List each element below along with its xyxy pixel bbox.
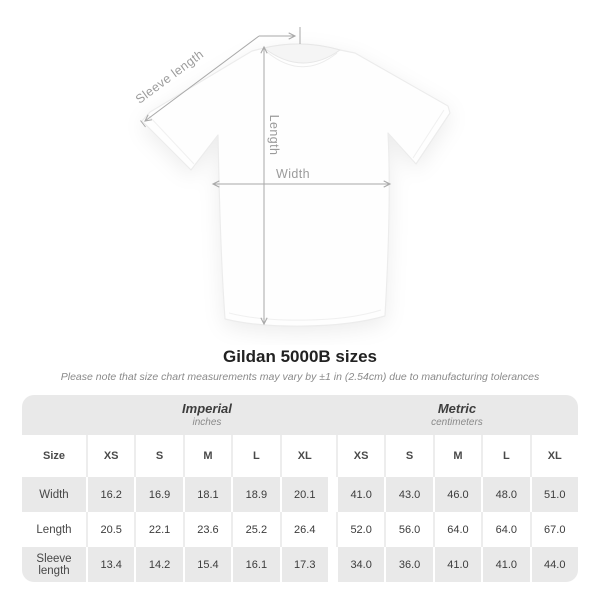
column-gap	[327, 435, 336, 477]
title-block: Gildan 5000B sizes Please note that size…	[0, 347, 600, 383]
right-cuff-seam	[412, 109, 445, 159]
row-label-length: Length	[22, 512, 86, 547]
row-label-width: Width	[22, 477, 86, 512]
imperial-label: Imperial	[182, 400, 232, 416]
width-imperial-s: 16.9	[134, 477, 183, 512]
length-metric-m: 64.0	[432, 512, 482, 547]
unit-group-header-row: Imperial inches Metric centimeters	[22, 395, 578, 435]
sleeve-imperial-xl: 17.3	[279, 547, 328, 582]
size-header-metric-s: S	[384, 435, 433, 477]
group-header-corner	[22, 395, 86, 435]
length-imperial-xs: 20.5	[86, 512, 135, 547]
sleeve-length-row: Sleeve length 13.4 14.2 15.4 16.1 17.3 3…	[22, 547, 578, 582]
sleeve-metric-xs: 34.0	[335, 547, 385, 582]
column-gap	[327, 512, 336, 547]
left-cuff-seam	[148, 115, 195, 165]
sleeve-length-arrow	[144, 35, 260, 122]
size-header-metric-m: M	[432, 435, 482, 477]
collar-ribbing-seam	[266, 51, 338, 68]
length-imperial-l: 25.2	[231, 512, 280, 547]
width-metric-m: 46.0	[432, 477, 482, 512]
length-imperial-s: 22.1	[134, 512, 183, 547]
sleeve-imperial-xs: 13.4	[86, 547, 135, 582]
metric-unit-label: centimeters	[431, 417, 483, 429]
sleeve-metric-xl: 44.0	[529, 547, 578, 582]
group-gap	[327, 395, 336, 435]
length-metric-s: 56.0	[384, 512, 433, 547]
size-column-header: Size	[22, 435, 86, 477]
page-subtitle: Please note that size chart measurements…	[60, 371, 540, 383]
sleeve-imperial-s: 14.2	[134, 547, 183, 582]
width-row: Width 16.2 16.9 18.1 18.9 20.1 41.0 43.0…	[22, 477, 578, 512]
sleeve-length-end-tick	[140, 120, 146, 128]
sleeve-imperial-l: 16.1	[231, 547, 280, 582]
tshirt-diagram-svg: Sleeve length Length Width	[133, 27, 451, 327]
size-header-row: Size XS S M L XL XS S M L XL	[22, 435, 578, 477]
width-metric-xl: 51.0	[529, 477, 578, 512]
page-title: Gildan 5000B sizes	[222, 347, 378, 366]
size-header-imperial-xl: XL	[279, 435, 328, 477]
size-header-imperial-m: M	[182, 435, 232, 477]
width-imperial-l: 18.9	[231, 477, 280, 512]
size-header-imperial-s: S	[134, 435, 183, 477]
tshirt-measurement-diagram: Sleeve length Length Width	[133, 27, 451, 327]
metric-label: Metric	[437, 400, 477, 416]
width-metric-s: 43.0	[384, 477, 433, 512]
length-row: Length 20.5 22.1 23.6 25.2 26.4 52.0 56.…	[22, 512, 578, 547]
metric-group-header: Metric centimeters	[335, 395, 578, 435]
column-gap	[327, 547, 336, 582]
imperial-unit-label: inches	[192, 417, 222, 429]
size-header-metric-xs: XS	[335, 435, 385, 477]
sleeve-metric-l: 41.0	[481, 547, 530, 582]
size-header-imperial-xs: XS	[86, 435, 135, 477]
length-metric-l: 64.0	[481, 512, 530, 547]
sleeve-metric-m: 41.0	[432, 547, 482, 582]
size-header-metric-xl: XL	[529, 435, 578, 477]
width-imperial-xs: 16.2	[86, 477, 135, 512]
width-imperial-m: 18.1	[182, 477, 232, 512]
size-header-metric-l: L	[481, 435, 530, 477]
length-label: Length	[267, 115, 281, 156]
length-metric-xl: 67.0	[529, 512, 578, 547]
length-metric-xs: 52.0	[335, 512, 385, 547]
width-metric-l: 48.0	[481, 477, 530, 512]
column-gap	[327, 477, 336, 512]
size-header-imperial-l: L	[231, 435, 280, 477]
hem-seam	[228, 309, 382, 321]
width-imperial-xl: 20.1	[279, 477, 328, 512]
length-imperial-xl: 26.4	[279, 512, 328, 547]
sleeve-metric-s: 36.0	[384, 547, 433, 582]
length-imperial-m: 23.6	[182, 512, 232, 547]
width-label: Width	[276, 167, 310, 181]
imperial-group-header: Imperial inches	[86, 395, 328, 435]
sleeve-imperial-m: 15.4	[182, 547, 232, 582]
width-metric-xs: 41.0	[335, 477, 385, 512]
tshirt-illustration	[141, 43, 451, 327]
row-label-sleeve-length: Sleeve length	[22, 547, 86, 582]
size-chart-table: Imperial inches Metric centimeters Size …	[22, 395, 578, 582]
collar	[262, 43, 342, 64]
